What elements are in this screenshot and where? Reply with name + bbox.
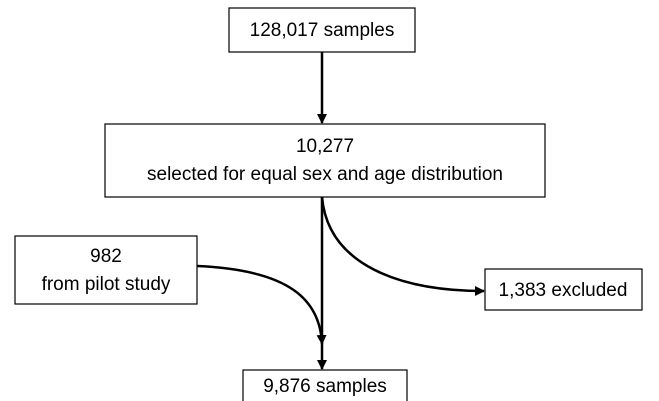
arrow <box>196 264 327 345</box>
node-box <box>228 7 416 53</box>
node-label: 982 <box>90 246 122 267</box>
node-label: 1,383 excluded <box>499 280 628 301</box>
node-label: selected for equal sex and age distribut… <box>147 164 503 185</box>
node-label: 128,017 samples <box>250 20 395 41</box>
node-box <box>484 268 643 311</box>
node-label: 10,277 <box>296 136 354 157</box>
node-box <box>242 369 408 401</box>
node-label: from pilot study <box>42 274 171 295</box>
node-label: 9,876 samples <box>263 376 387 397</box>
node-box <box>104 123 546 198</box>
node-box <box>14 235 198 305</box>
arrow <box>320 196 485 296</box>
